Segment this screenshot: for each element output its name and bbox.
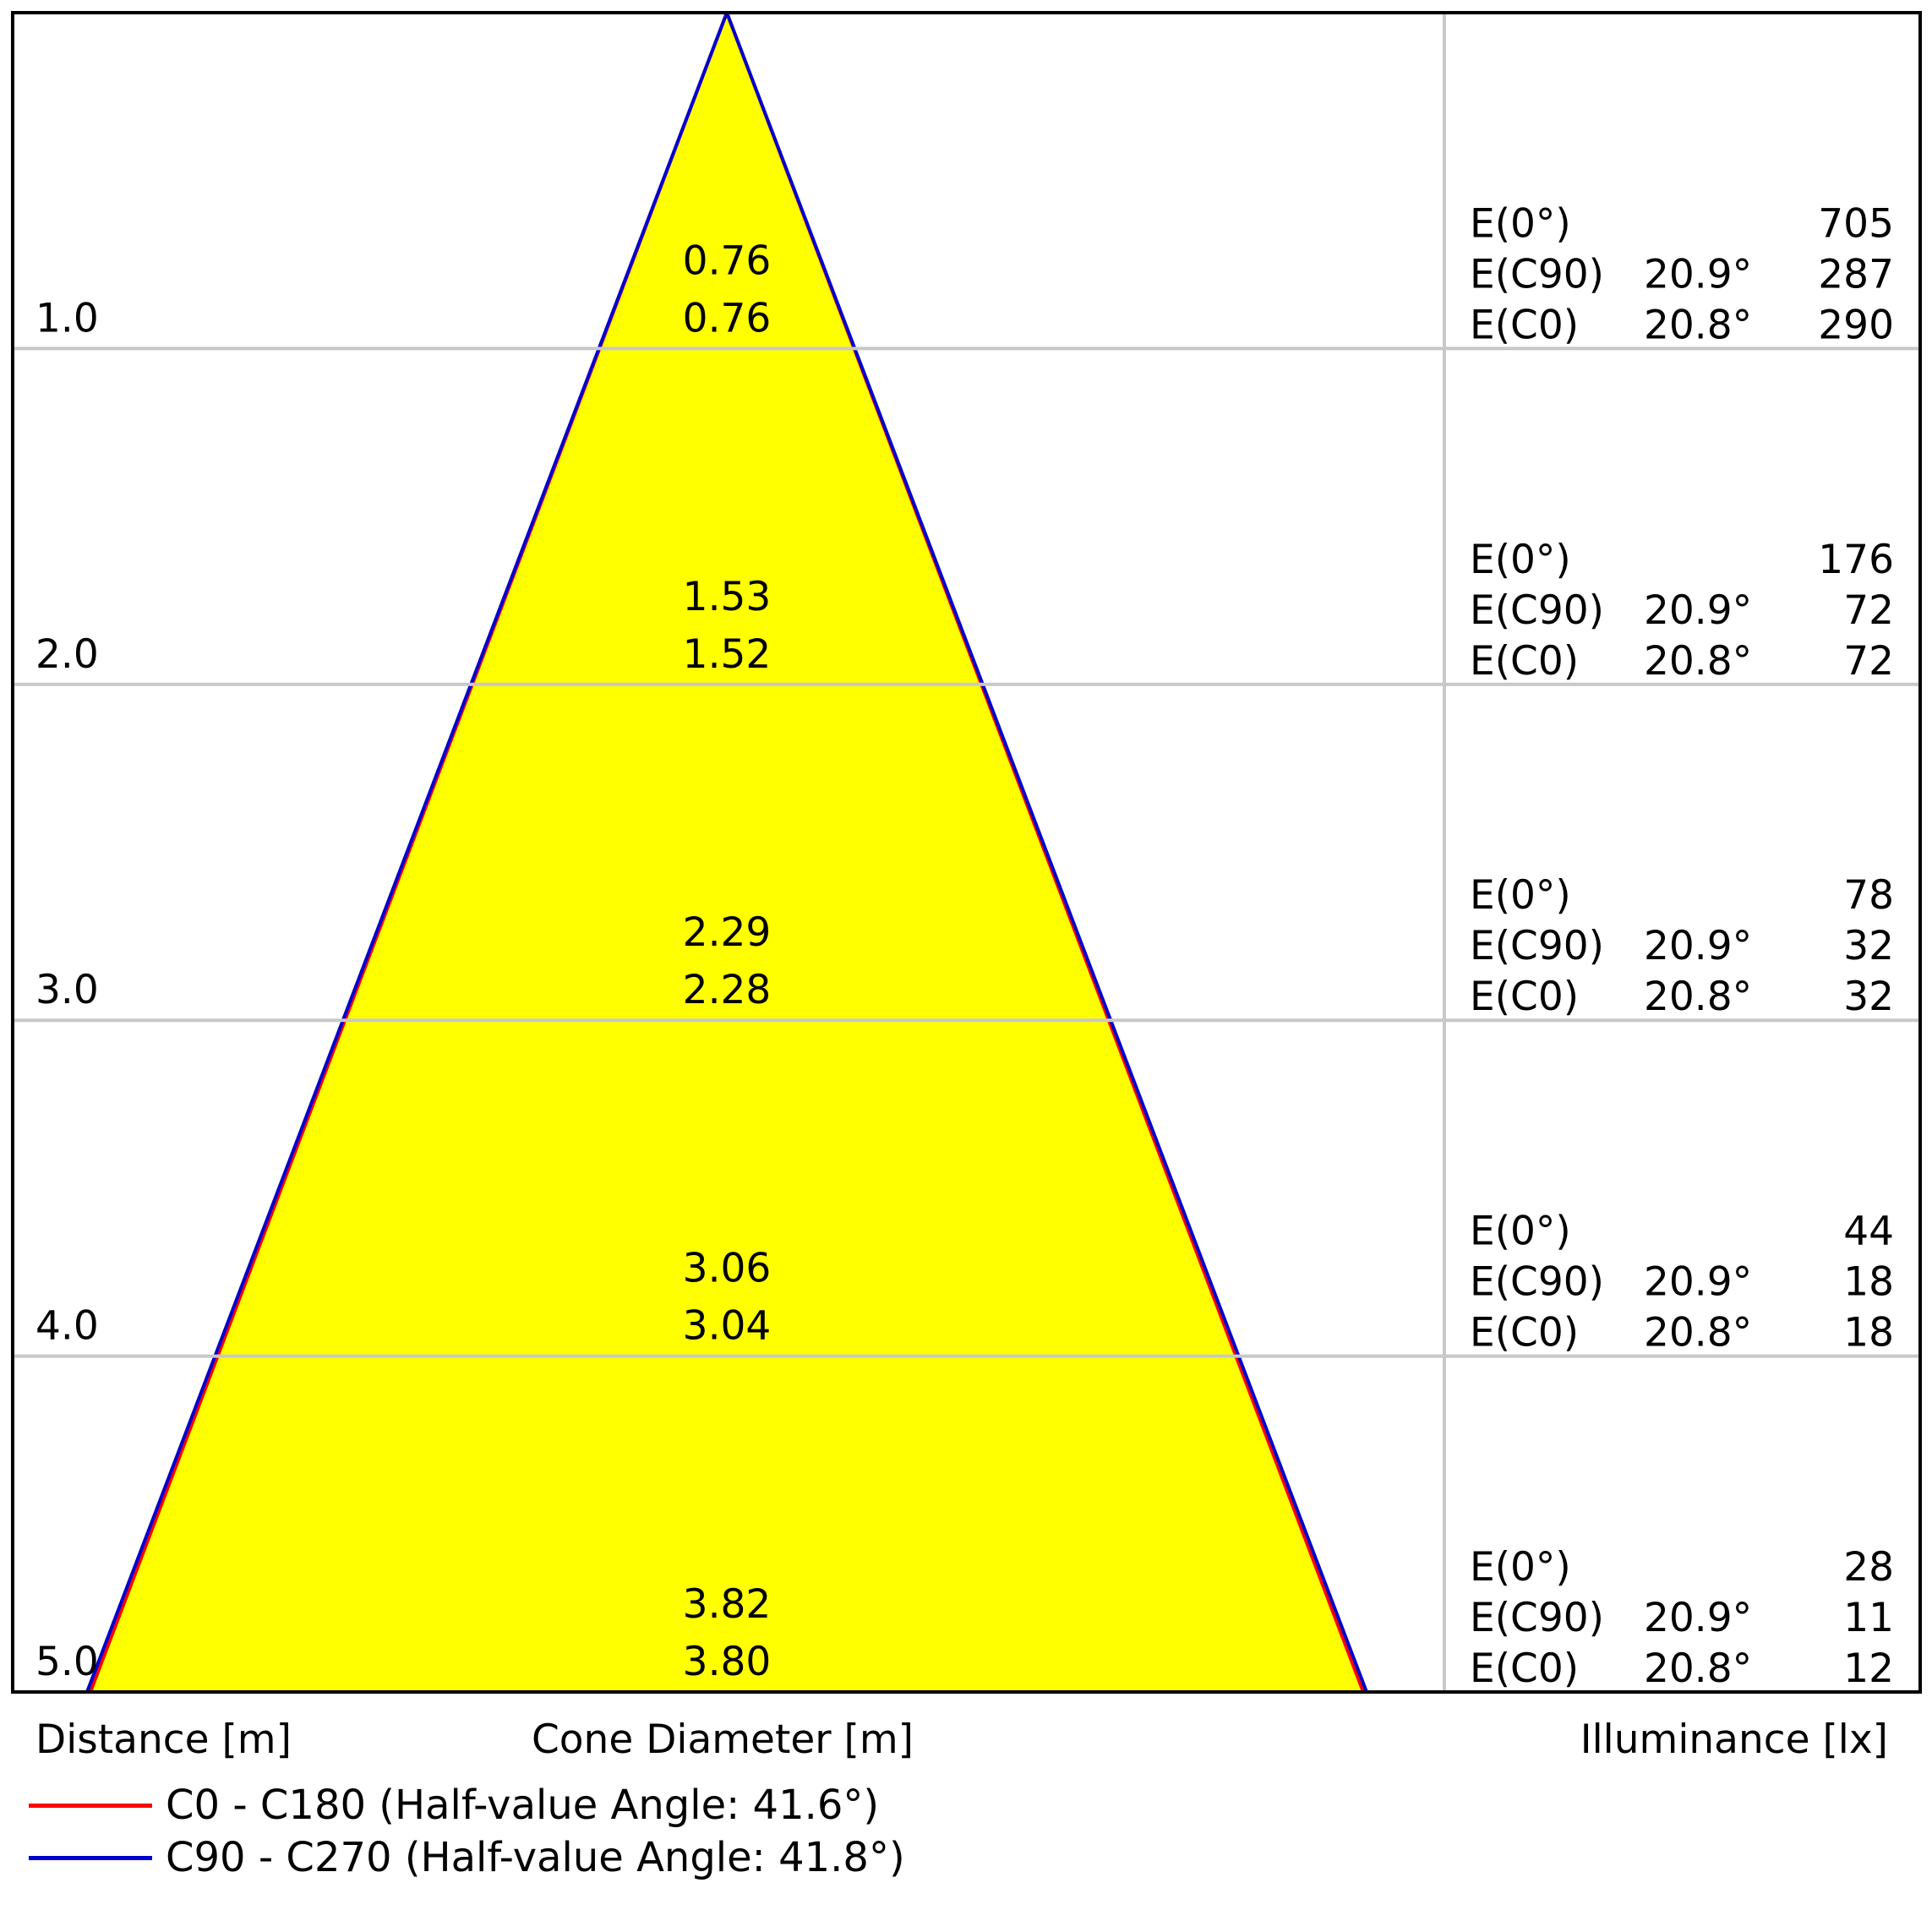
distance-tick-label: 5.0 <box>35 1639 99 1685</box>
ec90-label: E(C90) <box>1470 587 1604 634</box>
ec0-label: E(C0) <box>1470 1310 1579 1356</box>
ec0-value: 18 <box>1843 1310 1894 1356</box>
ec0-value: 32 <box>1843 974 1894 1020</box>
ec90-angle: 20.9° <box>1644 251 1752 297</box>
distance-tick-label: 2.0 <box>35 631 99 678</box>
text-layer: 1.0 0.76 0.76 E(0°) 705 E(C90) 20.9° 287 E(C0) 20… <box>35 200 1894 1763</box>
ec90-label: E(C90) <box>1470 251 1604 297</box>
e0-value: 44 <box>1843 1209 1894 1255</box>
ec0-value: 72 <box>1843 638 1894 685</box>
cone-diameter-c90-label: 0.76 <box>683 237 772 284</box>
ec0-angle: 20.8° <box>1644 302 1752 348</box>
legend-c0-swatch <box>29 1803 152 1808</box>
ec0-angle: 20.8° <box>1644 1310 1752 1356</box>
ec0-label: E(C0) <box>1470 638 1579 685</box>
distance-axis-label: Distance [m] <box>35 1716 292 1763</box>
cone-diameter-c90-label: 1.53 <box>683 574 772 620</box>
legend-c0: C0 - C180 (Half-value Angle: 41.6°) <box>29 1782 879 1829</box>
grid-layer <box>11 11 1922 1694</box>
e0-value: 176 <box>1818 537 1894 583</box>
legend-c90-label: C90 - C270 (Half-value Angle: 41.8°) <box>166 1834 905 1881</box>
ec0-label: E(C0) <box>1470 302 1579 348</box>
e0-value: 28 <box>1843 1544 1894 1591</box>
illuminance-axis-label: Illuminance [lx] <box>1580 1716 1888 1763</box>
distance-tick-label: 3.0 <box>35 967 99 1013</box>
e0-label: E(0°) <box>1470 1209 1571 1255</box>
ec90-value: 287 <box>1818 251 1894 297</box>
ec0-angle: 20.8° <box>1644 974 1752 1020</box>
ec90-angle: 20.9° <box>1644 1595 1752 1641</box>
ec90-label: E(C90) <box>1470 923 1604 969</box>
ec90-value: 11 <box>1843 1595 1894 1641</box>
cone-diameter-c90-label: 3.06 <box>683 1246 772 1292</box>
ec0-value: 12 <box>1843 1645 1894 1692</box>
e0-value: 78 <box>1843 872 1894 919</box>
ec90-label: E(C90) <box>1470 1595 1604 1641</box>
e0-label: E(0°) <box>1470 872 1571 919</box>
ec0-angle: 20.8° <box>1644 638 1752 685</box>
cone-diameter-c0-label: 3.04 <box>683 1303 772 1350</box>
ec90-angle: 20.9° <box>1644 587 1752 634</box>
distance-tick-label: 1.0 <box>35 295 99 341</box>
ec90-angle: 20.9° <box>1644 1259 1752 1306</box>
ec90-angle: 20.9° <box>1644 923 1752 969</box>
e0-label: E(0°) <box>1470 1544 1571 1591</box>
e0-value: 705 <box>1818 200 1894 247</box>
cone-layer <box>85 12 1368 1693</box>
ec90-value: 32 <box>1843 923 1894 969</box>
ec0-angle: 20.8° <box>1644 1645 1752 1692</box>
cone-diameter-c0-label: 1.52 <box>683 631 772 678</box>
c90-edge-right <box>725 12 1368 1693</box>
e0-label: E(0°) <box>1470 537 1571 583</box>
ec90-value: 72 <box>1843 587 1894 634</box>
cone-diameter-c0-label: 0.76 <box>683 295 772 341</box>
cone-diameter-c90-label: 2.29 <box>683 909 772 956</box>
ec0-label: E(C0) <box>1470 974 1579 1020</box>
legend-c90-swatch <box>29 1855 152 1860</box>
cone-fill <box>87 13 1367 1692</box>
ec0-value: 290 <box>1818 302 1894 348</box>
distance-tick-label: 4.0 <box>35 1303 99 1350</box>
c90-edge-left <box>85 12 729 1693</box>
ec90-value: 18 <box>1843 1259 1894 1306</box>
ec0-label: E(C0) <box>1470 1645 1579 1692</box>
ec90-label: E(C90) <box>1470 1259 1604 1306</box>
cone-diameter-c0-label: 3.80 <box>683 1639 772 1685</box>
e0-label: E(0°) <box>1470 200 1571 247</box>
cone-diameter-c0-label: 2.28 <box>683 967 772 1013</box>
chart-frame <box>11 11 1922 1694</box>
cone-diameter-c90-label: 3.82 <box>683 1581 772 1628</box>
legend-c90: C90 - C270 (Half-value Angle: 41.8°) <box>29 1834 905 1881</box>
legend-c0-label: C0 - C180 (Half-value Angle: 41.6°) <box>166 1782 880 1829</box>
cone-diameter-axis-label: Cone Diameter [m] <box>532 1716 914 1763</box>
